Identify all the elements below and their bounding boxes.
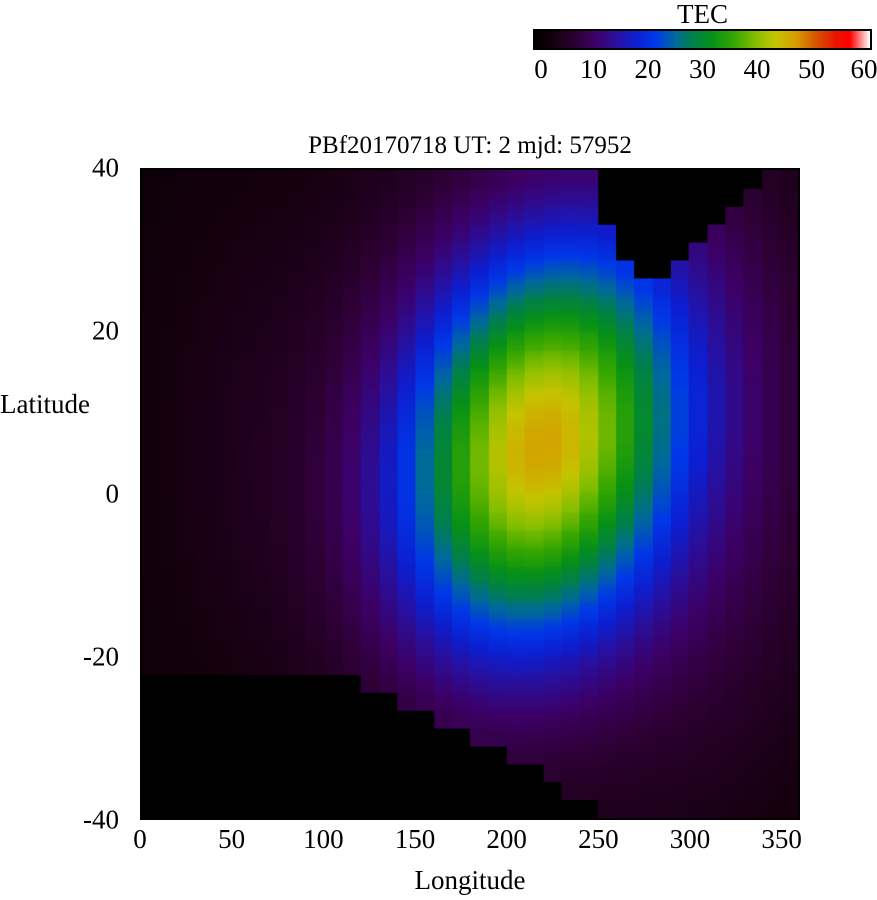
colorbar-tick-40: 40 <box>743 54 771 84</box>
colorbar-tick-20: 20 <box>634 54 662 84</box>
colorbar-tick-labels: 0 10 20 30 40 50 60 <box>533 54 877 86</box>
x-axis-tick-labels: 0 50 100 150 200 250 300 350 <box>133 824 802 860</box>
y-tick-40: 40 <box>92 152 119 183</box>
tec-heatmap-canvas <box>142 170 798 818</box>
x-tick-50: 50 <box>218 824 246 854</box>
x-tick-0: 0 <box>133 824 147 854</box>
x-tick-200: 200 <box>486 824 527 854</box>
y-axis-tick-labels: 40 20 0 -20 -40 <box>0 154 131 833</box>
y-tick--20: -20 <box>83 641 119 672</box>
colorbar-gradient <box>535 31 870 48</box>
colorbar-tick-0: 0 <box>534 54 548 84</box>
colorbar-tick-60: 60 <box>850 54 877 84</box>
colorbar-tick-30: 30 <box>689 54 716 84</box>
x-tick-150: 150 <box>394 824 436 854</box>
y-axis-label: Latitude <box>0 389 90 419</box>
y-tick-20: 20 <box>92 315 119 346</box>
x-tick-100: 100 <box>303 824 344 854</box>
heatmap-plot-area <box>140 168 800 820</box>
x-tick-350: 350 <box>761 824 802 854</box>
x-tick-250: 250 <box>578 824 619 854</box>
plot-title: PBf20170718 UT: 2 mjd: 57952 <box>308 132 632 159</box>
x-tick-300: 300 <box>669 824 711 854</box>
colorbar <box>533 29 872 50</box>
colorbar-tick-10: 10 <box>580 54 607 84</box>
colorbar-title: TEC <box>677 0 728 29</box>
colorbar-tick-50: 50 <box>798 54 825 84</box>
y-tick-0: 0 <box>105 478 120 509</box>
y-tick--40: -40 <box>83 804 119 835</box>
x-axis-label: Longitude <box>414 865 526 895</box>
